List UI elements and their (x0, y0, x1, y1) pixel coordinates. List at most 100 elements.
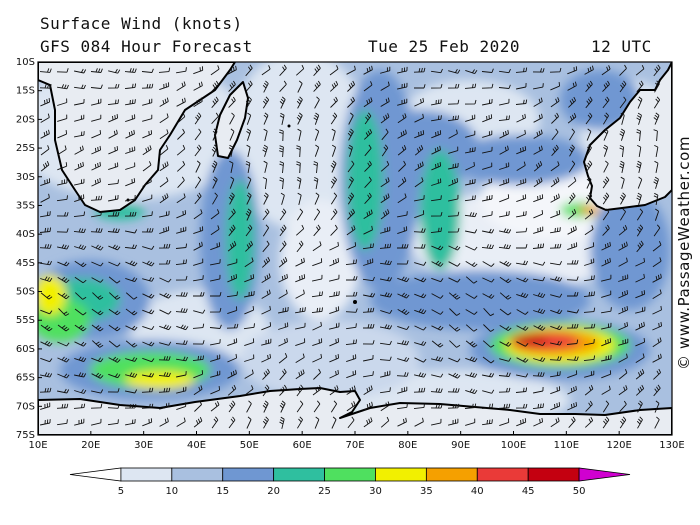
wind-barb (108, 308, 121, 316)
longitude-label: 50E (240, 440, 259, 451)
wind-barb (635, 369, 645, 380)
wind-barb (142, 325, 155, 331)
wind-barb (244, 274, 255, 283)
wind-barb (431, 130, 442, 139)
wind-barb (482, 340, 495, 348)
wind-barb (347, 416, 355, 429)
wind-barb (57, 341, 70, 347)
wind-barb (363, 128, 373, 140)
legend-tick-label: 45 (522, 486, 535, 497)
wind-barb (636, 129, 641, 142)
wind-barb (176, 324, 189, 331)
wind-barb (228, 144, 234, 157)
wind-barb (228, 96, 236, 108)
wind-barb (330, 160, 337, 173)
longitude-label: 90E (451, 440, 470, 451)
wind-barb (280, 192, 285, 205)
wind-barb (142, 145, 152, 156)
wind-barb (413, 372, 427, 378)
wind-barb (57, 356, 70, 363)
wind-barb (243, 323, 255, 330)
wind-barb (246, 192, 252, 205)
wind-barb (159, 226, 170, 235)
latitude-label: 45S (16, 258, 35, 269)
wind-barb (414, 177, 424, 188)
wind-barb (567, 402, 578, 411)
wind-barb (279, 208, 287, 221)
wind-barb (397, 308, 410, 315)
wind-barb (74, 372, 87, 378)
wind-barb (653, 64, 661, 77)
wind-barb (57, 261, 70, 267)
wind-barb (194, 192, 202, 205)
wind-barb (246, 400, 252, 413)
wind-barb (311, 291, 323, 298)
wind-barb (448, 194, 459, 202)
longitude-label: 100E (501, 440, 526, 451)
latitude-label: 15S (16, 86, 35, 97)
wind-barb (159, 277, 172, 283)
wind-barb (74, 276, 87, 284)
wind-barb (57, 130, 68, 139)
wind-barb (380, 177, 390, 188)
legend-swatch (69, 467, 122, 482)
wind-barb (176, 226, 187, 234)
wind-barb (550, 417, 560, 428)
wind-barb (533, 386, 544, 394)
wind-barb (499, 341, 512, 347)
wind-barb (380, 340, 392, 346)
wind-barb (193, 209, 203, 220)
wind-barb (363, 354, 374, 362)
wind-barb (635, 384, 645, 396)
wind-barb (141, 68, 154, 73)
wind-barb (245, 224, 253, 237)
wind-barb (175, 275, 188, 281)
wind-barb (447, 227, 460, 233)
legend-swatch (120, 467, 173, 482)
wind-barb (465, 372, 478, 378)
wind-barb (244, 257, 254, 268)
wind-barb (246, 128, 252, 141)
wind-barb (312, 258, 323, 267)
wind-barb (550, 97, 560, 108)
wind-barb (210, 386, 221, 395)
wind-barb (381, 144, 389, 157)
wind-barb (158, 243, 171, 249)
wind-barb (228, 192, 235, 205)
wind-barb (567, 242, 578, 251)
wind-barb (482, 228, 495, 234)
wind-barb (39, 84, 52, 89)
wind-barb (396, 260, 409, 265)
wind-barb (296, 224, 305, 236)
wind-barb (158, 259, 171, 265)
wind-barb (107, 228, 120, 233)
wind-barb (602, 208, 610, 221)
wind-barb (159, 113, 169, 124)
wind-barb (74, 178, 85, 186)
wind-barb (619, 416, 627, 429)
wind-barb (91, 211, 102, 218)
wind-barb (263, 192, 269, 205)
wind-barb (228, 80, 236, 92)
wind-barb (448, 245, 461, 251)
wind-barb (397, 177, 407, 188)
wind-barb (108, 114, 119, 123)
wind-barb (177, 128, 185, 140)
wind-barb (499, 325, 512, 331)
wind-barb (516, 178, 527, 186)
wind-barb (567, 177, 577, 188)
wind-barb (603, 144, 609, 157)
wind-barb (262, 416, 269, 429)
wind-barb (603, 112, 609, 125)
wind-barb (175, 292, 188, 297)
wind-barb (192, 355, 204, 362)
wind-barb (228, 400, 236, 413)
wind-barb (314, 96, 320, 109)
wind-barb (533, 226, 544, 234)
wind-barb (125, 389, 138, 394)
wind-barb (142, 211, 153, 218)
wind-barb (346, 65, 356, 75)
wind-barb (533, 194, 544, 203)
wind-barb (601, 354, 612, 362)
